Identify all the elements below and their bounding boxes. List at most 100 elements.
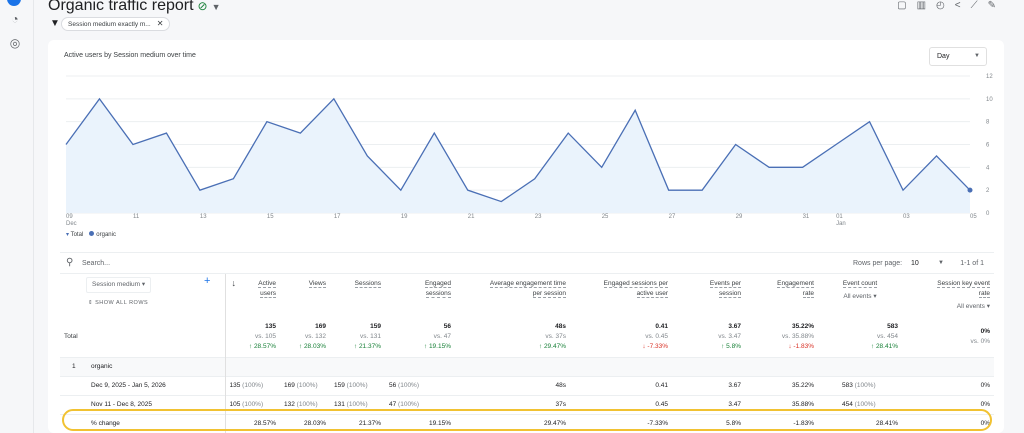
y-tick-label: 6 xyxy=(986,143,990,149)
table-cell: 29.47% xyxy=(455,413,570,433)
explore-icon[interactable]: ◎ xyxy=(9,36,21,50)
total-value: 48s xyxy=(555,323,566,330)
cell-value: 135 xyxy=(229,381,241,389)
cell-value: 56 xyxy=(389,381,397,389)
total-compare: vs. 0% xyxy=(970,338,990,345)
x-tick-label: 05 xyxy=(970,214,977,220)
event-select[interactable]: All events ▾ xyxy=(843,293,877,300)
column-header[interactable]: Engaged sessions xyxy=(385,274,455,317)
home-icon[interactable] xyxy=(7,0,21,6)
x-tick-label: 03 xyxy=(903,214,910,220)
show-all-rows-button[interactable]: ⇕ SHOW ALL ROWS xyxy=(88,300,149,306)
column-header[interactable]: ↓ Active users xyxy=(225,274,280,317)
total-compare: vs. 47 xyxy=(433,333,451,340)
edit-icon[interactable]: ✎ xyxy=(987,0,996,11)
total-value: 35.22% xyxy=(791,323,814,330)
chevron-down-icon[interactable]: ▼ xyxy=(211,2,221,12)
x-tick-label: 13 xyxy=(200,214,207,220)
table-cell: 28.57% xyxy=(225,413,280,433)
x-tick-label: 29 xyxy=(736,214,743,220)
total-cell: 0.41 vs. 0.45 ↓ -7.33% xyxy=(570,317,672,357)
search-input[interactable]: Search... xyxy=(82,260,111,267)
legend-organic[interactable]: organic xyxy=(89,231,116,238)
total-change: ↓ -7.33% xyxy=(642,343,668,350)
insights-icon[interactable]: ◴ xyxy=(936,0,945,11)
x-tick-label: 11 xyxy=(133,214,140,220)
total-compare: vs. 0.45 xyxy=(645,333,668,340)
dimension-header: Session medium ▾ + ⇕ SHOW ALL ROWS xyxy=(60,274,226,317)
column-header[interactable]: Views xyxy=(280,274,330,317)
row-label: % change xyxy=(60,413,226,433)
granularity-select[interactable]: Day ▼ xyxy=(929,47,987,66)
column-title-2: users xyxy=(260,290,276,298)
table-cell: -1.83% xyxy=(745,413,818,433)
filter-chip[interactable]: Session medium exactly m... ✕ xyxy=(61,17,171,31)
caret-down-icon[interactable]: ▼ xyxy=(938,260,944,266)
column-title-2: sessions xyxy=(425,290,451,298)
total-cell: 0% vs. 0% xyxy=(902,317,994,357)
column-header[interactable]: Engaged sessions per active user xyxy=(570,274,672,317)
legend-total[interactable]: ▾ Total xyxy=(66,231,83,238)
chart-legend: ▾ Total organic xyxy=(66,231,116,238)
table-row: Dec 9, 2025 - Jan 5, 2026 135 (100%) 169 (… xyxy=(60,375,994,395)
column-header[interactable]: Average engagement time per session xyxy=(455,274,570,317)
chart-title: Active users by Session medium over time xyxy=(64,52,196,59)
legend-total-label: Total xyxy=(70,232,84,238)
column-title: Average engagement time xyxy=(489,280,566,288)
table-cell: 19.15% xyxy=(385,413,455,433)
caret-down-icon: ▼ xyxy=(974,53,980,59)
cell-share: (100%) xyxy=(398,400,420,408)
dimension-select[interactable]: Session medium ▾ xyxy=(86,277,152,293)
column-title: Engaged xyxy=(424,280,451,288)
legend-organic-label: organic xyxy=(96,232,116,238)
cell-share: (100%) xyxy=(242,400,264,408)
rows-per-page-label: Rows per page: xyxy=(853,260,903,267)
compare-icon[interactable]: ▥ xyxy=(916,0,927,11)
group-label[interactable]: 1 organic xyxy=(60,356,226,376)
total-cell: 35.22% vs. 35.88% ↓ -1.83% xyxy=(745,317,818,357)
data-point xyxy=(967,187,973,193)
share-icon[interactable]: < xyxy=(954,0,961,11)
column-title: Events per xyxy=(709,280,741,288)
sort-desc-icon[interactable]: ↓ xyxy=(231,278,237,288)
filter-icon[interactable]: ▼ xyxy=(50,18,60,29)
event-select-label: All events xyxy=(956,303,985,310)
table-cell: 169 (100%) xyxy=(280,375,330,395)
cell-value: 28.41% xyxy=(875,419,898,427)
trend-icon[interactable]: ⟋ xyxy=(970,0,978,11)
total-compare: vs. 35.88% xyxy=(781,333,814,340)
column-header[interactable]: Session key event rate All events ▾ xyxy=(902,274,994,317)
cell-value: 37s xyxy=(555,400,566,408)
notes-icon[interactable]: ▢ xyxy=(897,0,907,11)
total-compare: vs. 37s xyxy=(545,333,566,340)
column-title-2: rate xyxy=(978,290,990,298)
row-label: Dec 9, 2025 - Jan 5, 2026 xyxy=(60,375,226,395)
event-select[interactable]: All events ▾ xyxy=(956,303,990,310)
pin-icon: ▾ xyxy=(66,232,70,238)
cell-value: 35.22% xyxy=(791,381,814,389)
add-dimension-button[interactable]: + xyxy=(204,275,211,287)
cell-value: -1.83% xyxy=(793,419,814,427)
column-header[interactable]: Sessions xyxy=(330,274,385,317)
total-value: 56 xyxy=(443,323,451,330)
reports-icon[interactable]: ◔ xyxy=(11,12,19,26)
total-compare: vs. 131 xyxy=(360,333,381,340)
check-circle-icon: ⊘ xyxy=(197,0,208,13)
cell-value: 35.88% xyxy=(791,400,814,408)
close-icon[interactable]: ✕ xyxy=(156,19,164,28)
cell-share: (100%) xyxy=(296,381,318,389)
cell-share: (100%) xyxy=(346,400,368,408)
table-cell: 0% xyxy=(902,375,994,395)
column-header[interactable]: Engagement rate xyxy=(745,274,818,317)
highlight-outline xyxy=(62,409,992,431)
total-cell: 48s vs. 37s ↑ 29.47% xyxy=(455,317,570,357)
x-tick-label: 01 xyxy=(836,214,843,220)
rows-per-page-select[interactable]: 10 xyxy=(911,260,919,267)
header-row: Session medium ▾ + ⇕ SHOW ALL ROWS ↓ Acti… xyxy=(60,274,994,317)
table-cell: 583 (100%) xyxy=(818,375,902,395)
total-value: 583 xyxy=(887,323,898,330)
column-header[interactable]: Events per session xyxy=(672,274,745,317)
column-header[interactable]: Event count All events ▾ xyxy=(818,274,902,317)
table-cell: -7.33% xyxy=(570,413,672,433)
total-value: 169 xyxy=(315,323,326,330)
